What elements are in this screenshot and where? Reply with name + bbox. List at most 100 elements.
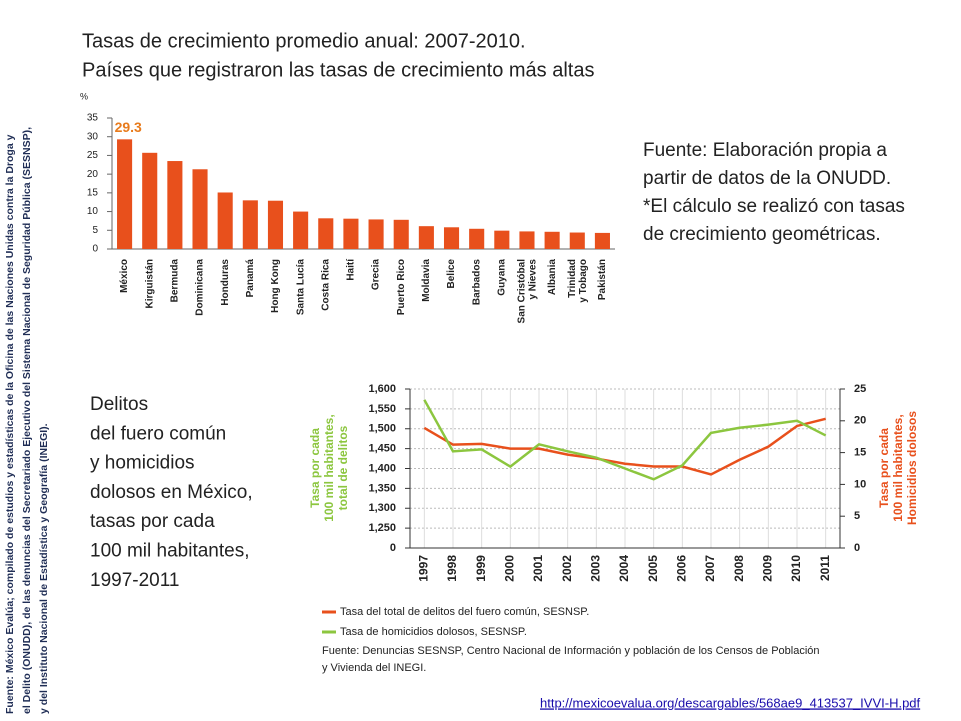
y-tick-label: 10 (87, 206, 99, 217)
bar (192, 169, 208, 249)
side-note: el Delito (ONUDD), de las denuncias del … (21, 127, 33, 714)
x-tick-label: 2000 (503, 555, 517, 582)
note-text: Fuente: Elaboración propia a (643, 140, 887, 161)
chart-source: y Vivienda del INEGI. (322, 662, 426, 674)
y-tick-label: 1,250 (368, 522, 396, 534)
description-text: Delitos (90, 394, 148, 415)
bar (443, 227, 460, 249)
description-text: y homicidios (90, 453, 195, 474)
x-tick-label: Belice (446, 259, 457, 289)
x-tick-label: 2001 (531, 555, 545, 582)
source-link[interactable]: http://mexicoevalua.org/descargables/568… (540, 695, 921, 710)
y-axis-label: % (80, 91, 88, 101)
chart-title: Tasas de crecimiento promedio anual: 200… (82, 30, 526, 52)
x-tick-label: Guyana (496, 259, 507, 296)
x-tick-label: Costa Rica (320, 259, 331, 311)
axis-title: Tasa por cada (877, 428, 891, 508)
y-tick-label: 35 (87, 113, 99, 124)
axis-title: 100 mil habitantes, (891, 414, 905, 521)
y-tick-label: 1,600 (368, 383, 396, 395)
description-text: dolosos en México, (90, 482, 253, 503)
data-line (423, 417, 826, 476)
y-tick-label: 0 (92, 244, 98, 255)
y-tick-label: 1,500 (368, 423, 396, 435)
chart-source: Fuente: Denuncias SESNSP, Centro Naciona… (322, 645, 820, 657)
y-tick-label: 1,350 (368, 482, 396, 494)
x-tick-label: Barbados (471, 259, 482, 306)
x-tick-label: 2009 (761, 555, 775, 582)
x-tick-label: 2011 (818, 555, 832, 581)
bar (569, 232, 585, 249)
x-tick-label: Kirguistán (144, 259, 155, 308)
description-text: 100 mil habitantes, (90, 541, 250, 562)
bar (267, 200, 284, 249)
bar (594, 232, 610, 249)
note-text: *El cálculo se realizó con tasas (643, 196, 905, 217)
x-tick-label: 2007 (703, 555, 717, 582)
x-tick-label: 2002 (560, 555, 574, 582)
data-line (423, 399, 827, 481)
bar (242, 200, 258, 249)
x-tick-label: 2003 (589, 555, 603, 582)
bar (494, 230, 510, 249)
x-tick-label: Hong Kong (270, 259, 281, 313)
x-tick-label: 2004 (617, 555, 631, 582)
x-tick-label: 2006 (675, 555, 689, 582)
bar (418, 226, 434, 249)
y-tick-label: 1,300 (368, 502, 396, 514)
x-tick-label: 1999 (474, 555, 488, 582)
bar (167, 161, 183, 249)
legend-label: Tasa del total de delitos del fuero comú… (340, 606, 589, 618)
x-tick-label: México (119, 259, 130, 293)
y-tick-label: 5 (92, 225, 98, 236)
axis-title: Tasa por cada (308, 428, 322, 508)
y-tick-label: 25 (87, 150, 99, 161)
note-text: de crecimiento geométricas. (643, 224, 881, 245)
chart-subtitle: Países que registraron las tasas de crec… (82, 59, 594, 81)
x-tick-label: 2008 (732, 555, 746, 582)
y2-tick-label: 25 (854, 383, 866, 395)
axis-title: Homicidios dolosos (905, 411, 919, 525)
bar (142, 152, 158, 249)
y-tick-label: 20 (87, 169, 99, 180)
bar (217, 192, 233, 249)
x-tick-label: Honduras (220, 259, 231, 306)
x-tick-label: Moldavia (421, 259, 432, 302)
x-tick-label: Bermuda (170, 259, 181, 303)
y2-tick-label: 15 (854, 447, 866, 459)
data-label: 29.3 (115, 119, 142, 135)
x-tick-label: 2005 (646, 555, 660, 582)
x-tick-label: Puerto Rico (396, 259, 407, 315)
bar (544, 231, 560, 249)
x-tick-label: Dominicana (195, 259, 206, 316)
y2-tick-label: 0 (854, 542, 860, 554)
x-tick-label: 1998 (445, 555, 459, 582)
bar (368, 219, 384, 249)
x-tick-label: Haití (346, 258, 357, 281)
x-tick-label: 2010 (789, 555, 803, 582)
bar (393, 219, 409, 249)
description-text: 1997-2011 (90, 570, 179, 591)
bar (343, 218, 359, 249)
description-text: del fuero común (90, 423, 226, 444)
side-note: y del Instituto Nacional de Estadística … (38, 423, 50, 714)
y-tick-label: 1,550 (368, 403, 396, 415)
y-tick-label: 1,400 (368, 462, 396, 474)
bar (293, 211, 309, 249)
y-tick-label: 30 (87, 131, 99, 142)
url[interactable]: http://mexicoevalua.org/descargables/568… (540, 695, 921, 710)
bar (519, 231, 535, 249)
note-text: partir de datos de la ONUDD. (643, 168, 891, 189)
bar (318, 218, 334, 249)
x-tick-label: Santa Lucía (295, 259, 306, 316)
side-note: Fuente: México Evalúa; compilado de estu… (4, 134, 16, 714)
y-tick-label: 1,450 (368, 443, 396, 455)
bar (469, 228, 485, 249)
y2-tick-label: 10 (854, 478, 866, 490)
axis-title: 100 mil habitantes, (322, 414, 336, 521)
y2-tick-label: 5 (854, 510, 860, 522)
x-tick-label: Grecia (371, 259, 382, 291)
x-tick-label: Pakistán (597, 259, 608, 300)
x-tick-label: San Cristóbaly Nieves (516, 259, 538, 324)
